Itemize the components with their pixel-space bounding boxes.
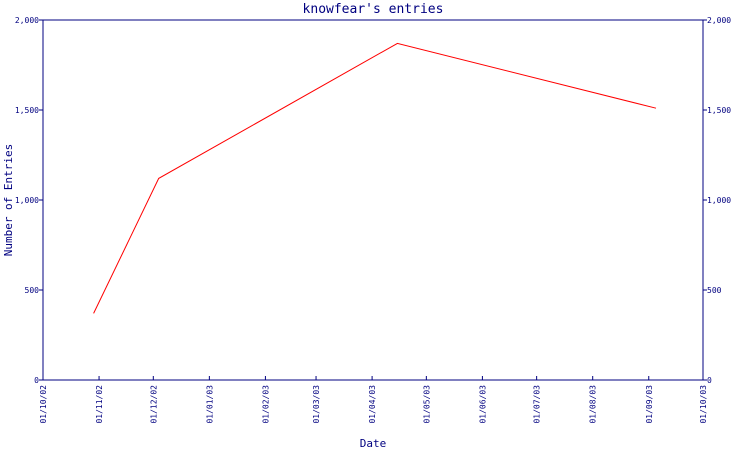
y-tick-label-left: 1,500 xyxy=(15,106,39,115)
y-tick-label-right: 1,500 xyxy=(707,106,731,115)
y-axis-label: Number of Entries xyxy=(2,144,15,257)
y-tick-label-right: 500 xyxy=(707,286,722,295)
x-tick-label: 01/08/03 xyxy=(589,385,598,424)
x-tick-label: 01/09/03 xyxy=(645,385,654,424)
y-tick-label-left: 0 xyxy=(34,376,39,385)
x-tick-label: 01/03/03 xyxy=(312,385,321,424)
series-layer xyxy=(93,42,657,314)
y-tick-label-right: 2,000 xyxy=(707,16,731,25)
chart-title: knowfear's entries xyxy=(303,2,444,17)
y-tick-label-right: 1,000 xyxy=(707,196,731,205)
x-tick-label: 01/01/03 xyxy=(205,385,214,424)
y-tick-label-left: 2,000 xyxy=(15,16,39,25)
x-tick-label: 01/11/02 xyxy=(95,385,104,424)
x-tick-label: 01/04/03 xyxy=(368,385,377,424)
x-tick-label: 01/12/02 xyxy=(149,385,158,424)
x-tick-label: 01/10/03 xyxy=(699,385,708,424)
x-axis-ticks: 01/10/02 01/11/02 01/12/02 01/01/03 01/02/03… xyxy=(39,376,708,424)
x-tick-label: 01/05/03 xyxy=(422,385,431,424)
x-axis-label: Date xyxy=(360,437,387,450)
series-line xyxy=(93,42,657,314)
x-tick-label: 01/07/03 xyxy=(533,385,542,424)
y-axis-ticks: 0 0 500 500 1,000 1,000 1,500 1,500 2,000 2,000 xyxy=(15,16,731,385)
x-tick-label: 01/02/03 xyxy=(261,385,270,424)
y-tick-label-right: 0 xyxy=(707,376,712,385)
x-tick-label: 01/06/03 xyxy=(478,385,487,424)
y-tick-label-left: 500 xyxy=(25,286,40,295)
x-tick-label: 01/10/02 xyxy=(39,385,48,424)
y-tick-label-left: 1,000 xyxy=(15,196,39,205)
